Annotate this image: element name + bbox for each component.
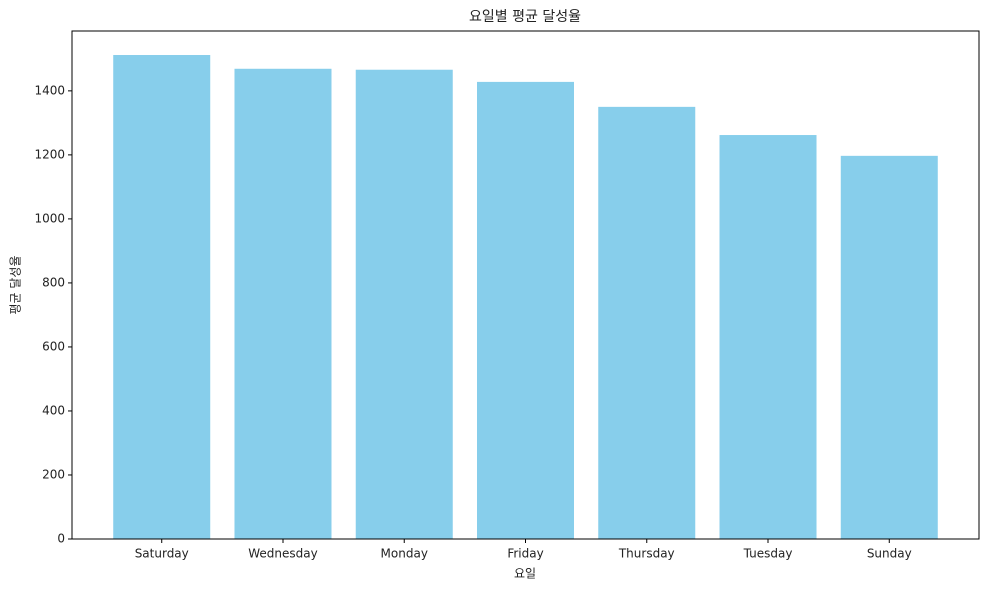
bar [840, 155, 938, 539]
y-axis-label: 평균 달성율 [9, 255, 23, 314]
bar [598, 106, 696, 539]
x-tick-label: Tuesday [743, 547, 793, 561]
y-tick-label: 800 [42, 275, 65, 289]
plot-frame [71, 30, 980, 540]
x-tick-label: Friday [507, 547, 543, 561]
y-tick-label: 400 [42, 403, 65, 417]
x-axis-label: 요일 [514, 567, 536, 581]
bar [355, 69, 453, 539]
x-tick-label: Thursday [618, 547, 675, 561]
bar [113, 55, 211, 539]
y-tick-label: 1200 [34, 147, 65, 161]
x-tick-label: Monday [381, 547, 428, 561]
bar [234, 68, 332, 539]
bar [719, 135, 817, 539]
x-tick-label: Wednesday [248, 547, 317, 561]
x-tick-label: Sunday [867, 547, 912, 561]
y-tick-label: 600 [42, 339, 65, 353]
y-tick-label: 1000 [34, 211, 65, 225]
y-tick-label: 1400 [34, 83, 65, 97]
y-tick-label: 0 [57, 532, 65, 546]
bar [476, 81, 575, 539]
chart-title: 요일별 평균 달성율 [469, 9, 581, 25]
x-tick-label: Saturday [135, 547, 189, 561]
y-tick-label: 200 [42, 467, 65, 481]
